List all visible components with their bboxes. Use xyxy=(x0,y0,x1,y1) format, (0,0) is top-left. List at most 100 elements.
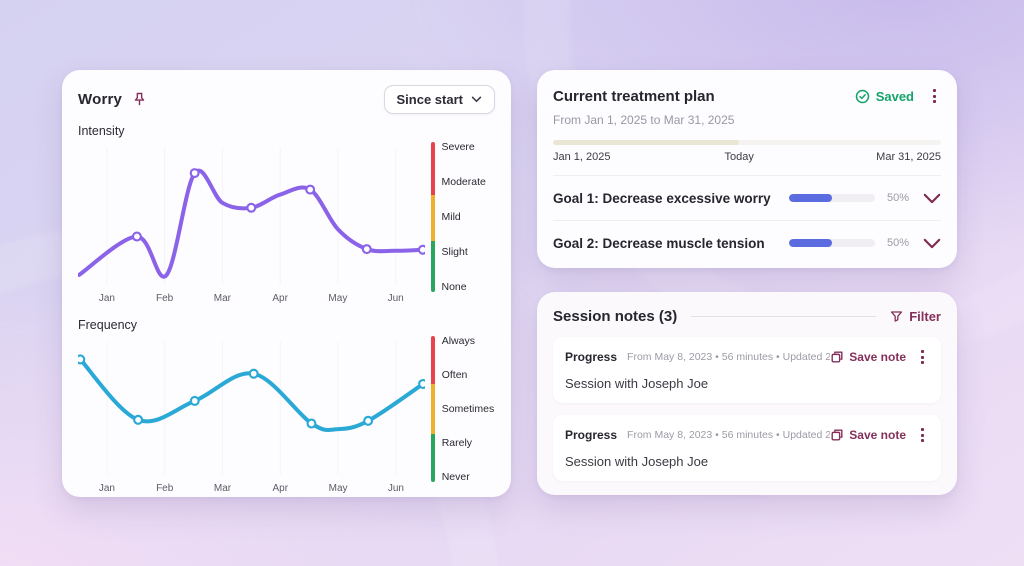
timeline-end-date: Mar 31, 2025 xyxy=(876,151,941,163)
goal-2-label: Goal 2: Decrease muscle tension xyxy=(553,235,765,251)
session-note-item[interactable]: Progress From May 8, 2023 • 56 minutes •… xyxy=(553,337,941,403)
goal-row-2: Goal 2: Decrease muscle tension 50% xyxy=(553,221,941,265)
severe-moderate-band xyxy=(430,142,435,195)
session-notes-title: Session notes (3) xyxy=(553,308,678,325)
frequency-x-axis: Jan Feb Mar Apr May Jun xyxy=(78,483,425,498)
data-point-marker xyxy=(246,202,257,213)
x-axis-tick-label: Apr xyxy=(272,293,288,304)
goal-2-progress-bar xyxy=(789,239,875,247)
data-point-marker xyxy=(305,184,316,195)
goal-row-1: Goal 1: Decrease excessive worry 50% xyxy=(553,176,941,220)
plan-date-range: From Jan 1, 2025 to Mar 31, 2025 xyxy=(553,113,735,127)
treatment-plan-title: Current treatment plan xyxy=(553,87,715,105)
note-summary: Session with Joseph Joe xyxy=(565,376,709,391)
intensity-x-axis: Jan Feb Mar Apr May Jun xyxy=(78,293,425,308)
plan-timeline-bar xyxy=(553,140,941,145)
scale-label: Slight xyxy=(441,245,468,258)
frequency-line-plot xyxy=(78,341,425,475)
scale-label: Severe xyxy=(441,141,475,153)
session-notes-header: Session notes (3) Filter xyxy=(553,308,941,325)
data-point-marker xyxy=(78,354,86,365)
data-point-marker xyxy=(189,168,200,179)
pin-icon[interactable] xyxy=(132,92,147,107)
saved-status-badge[interactable]: Saved xyxy=(855,89,914,104)
x-axis-tick-label: Jun xyxy=(387,483,404,494)
save-note-button[interactable]: Save note xyxy=(830,350,906,364)
frequency-scale-bar xyxy=(430,336,435,482)
divider xyxy=(553,220,941,221)
slight-none-band xyxy=(430,241,435,292)
plan-kebab-menu[interactable] xyxy=(928,86,941,106)
data-point-marker xyxy=(131,231,142,242)
x-axis-tick-label: Mar xyxy=(213,293,231,304)
x-axis-tick-label: Feb xyxy=(156,293,174,304)
worry-card: Worry Since start Intensity Jan Feb Mar Apr… xyxy=(62,70,511,497)
filter-funnel-icon xyxy=(891,311,903,322)
frequency-scale-labels: Always Often Sometimes Rarely Never xyxy=(442,336,495,482)
intensity-section-label: Intensity xyxy=(78,124,125,138)
data-point-marker xyxy=(417,244,425,255)
worry-card-title: Worry xyxy=(78,90,123,108)
save-note-label: Save note xyxy=(849,350,906,364)
session-note-item[interactable]: Progress From May 8, 2023 • 56 minutes •… xyxy=(553,415,941,481)
session-notes-card: Session notes (3) Filter Progress From M… xyxy=(537,292,957,495)
note-meta: From May 8, 2023 • 56 minutes • Updated … xyxy=(627,429,831,441)
x-axis-tick-label: Jan xyxy=(98,293,115,304)
goal-1-progress-fill xyxy=(789,194,832,202)
filter-label: Filter xyxy=(909,309,941,324)
rarely-never-band xyxy=(430,433,435,482)
divider xyxy=(691,316,877,317)
scale-label: Always xyxy=(441,335,475,347)
intensity-line-plot xyxy=(78,147,425,285)
plan-timeline-fill xyxy=(553,140,740,145)
scale-label: Sometimes xyxy=(441,402,495,415)
frequency-section-label: Frequency xyxy=(78,318,138,332)
note-tag: Progress xyxy=(565,350,618,364)
goal-1-progress-bar xyxy=(789,194,875,202)
saved-status-label: Saved xyxy=(875,88,914,104)
data-point-marker xyxy=(363,415,374,426)
note-kebab-menu[interactable] xyxy=(916,425,929,445)
note-summary: Session with Joseph Joe xyxy=(565,454,709,469)
note-kebab-menu[interactable] xyxy=(916,347,929,367)
x-axis-tick-label: Feb xyxy=(156,483,174,494)
x-axis-tick-label: May xyxy=(328,293,348,304)
filter-button[interactable]: Filter xyxy=(890,309,941,324)
scale-label: None xyxy=(441,280,467,293)
worry-card-header: Worry Since start xyxy=(78,84,495,114)
mild-band xyxy=(430,194,435,241)
data-point-marker xyxy=(133,414,144,425)
scale-label: Rarely xyxy=(441,436,473,449)
goal-2-progress-fill xyxy=(789,239,832,247)
data-point-marker xyxy=(306,418,317,429)
intensity-severity-scale-bar xyxy=(430,142,435,292)
intensity-chart: Jan Feb Mar Apr May Jun Severe Moderate Mild Sli… xyxy=(78,142,495,308)
data-point-marker xyxy=(361,244,372,255)
always-often-band xyxy=(430,336,435,385)
chevron-down-icon xyxy=(471,96,482,102)
scale-label: Never xyxy=(441,470,470,483)
x-axis-tick-label: May xyxy=(328,483,348,494)
save-note-icon xyxy=(831,429,843,441)
frequency-chart: Jan Feb Mar Apr May Jun Always Often Sometimes R… xyxy=(78,336,495,498)
goal-1-progress-percent: 50% xyxy=(887,192,910,204)
intensity-scale-labels: Severe Moderate Mild Slight None xyxy=(442,142,496,292)
goal-2-expand-chevron-icon[interactable] xyxy=(923,238,941,249)
treatment-plan-header: Current treatment plan Saved xyxy=(553,86,941,106)
save-note-button[interactable]: Save note xyxy=(830,428,906,442)
divider xyxy=(553,175,941,176)
note-meta: From May 8, 2023 • 56 minutes • Updated … xyxy=(627,351,831,363)
x-axis-tick-label: Jun xyxy=(387,293,404,304)
goal-2-progress-percent: 50% xyxy=(887,237,910,249)
data-point-marker xyxy=(248,368,259,379)
note-tag: Progress xyxy=(565,428,618,442)
goal-1-expand-chevron-icon[interactable] xyxy=(923,193,941,204)
goal-1-label: Goal 1: Decrease excessive worry xyxy=(553,190,771,206)
range-select-button[interactable]: Since start xyxy=(383,84,495,114)
treatment-plan-card: Current treatment plan Saved From Jan 1,… xyxy=(537,70,957,268)
save-note-label: Save note xyxy=(849,428,906,442)
data-point-marker xyxy=(189,395,200,406)
x-axis-tick-label: Mar xyxy=(213,483,232,494)
timeline-start-date: Jan 1, 2025 xyxy=(553,151,611,163)
x-axis-tick-label: Jan xyxy=(98,483,115,494)
